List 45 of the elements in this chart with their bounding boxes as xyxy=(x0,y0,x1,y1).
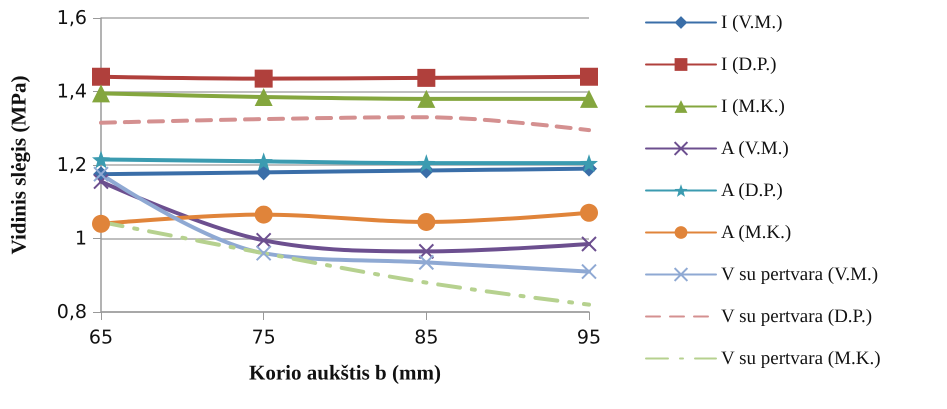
point xyxy=(92,84,110,102)
x-tick-label: 95 xyxy=(576,326,602,348)
y-tick-label: 0,8 xyxy=(56,301,87,323)
x-axis-title: Korio aukštis b (mm) xyxy=(249,360,441,384)
line-series xyxy=(99,115,591,132)
legend-label: A (V.M.) xyxy=(721,138,789,159)
y-tick-label: 1,2 xyxy=(56,154,87,176)
legend-label: I (M.K.) xyxy=(721,96,785,117)
point xyxy=(92,214,110,233)
point xyxy=(92,150,110,168)
point xyxy=(580,68,598,86)
point xyxy=(417,68,436,87)
x-tick-label: 85 xyxy=(414,326,438,348)
point xyxy=(581,264,597,280)
legend-label: I (D.P.) xyxy=(721,54,776,75)
x-tick-label: 75 xyxy=(252,326,276,348)
point xyxy=(254,88,273,106)
point xyxy=(418,254,434,270)
point xyxy=(580,90,598,108)
point xyxy=(256,245,272,262)
point xyxy=(418,243,434,260)
point xyxy=(93,174,109,190)
point xyxy=(417,154,436,172)
y-tick-label: 1 xyxy=(74,228,87,250)
x-tick-label: 65 xyxy=(88,326,114,348)
point xyxy=(92,68,110,86)
point xyxy=(417,90,436,108)
legend-label: V su pertvara (D.P.) xyxy=(721,306,872,327)
point xyxy=(580,154,598,172)
y-axis-title: Vidinis slėgis (MPa) xyxy=(6,76,30,254)
point xyxy=(254,70,273,88)
y-tick-label: 1,4 xyxy=(56,80,87,102)
legend-label: A (M.K.) xyxy=(721,222,792,243)
point xyxy=(256,164,272,180)
point xyxy=(256,232,272,248)
point xyxy=(417,212,436,231)
point xyxy=(254,206,273,224)
legend-label: V su pertvara (M.K.) xyxy=(721,348,881,369)
point xyxy=(581,236,597,252)
legend-label: A (D.P.) xyxy=(721,180,783,201)
point xyxy=(580,204,598,222)
point xyxy=(254,152,273,170)
y-tick-label: 1,6 xyxy=(56,7,87,29)
legend-label: I (V.M.) xyxy=(721,12,782,33)
legend-label: V su pertvara (V.M.) xyxy=(721,264,878,285)
